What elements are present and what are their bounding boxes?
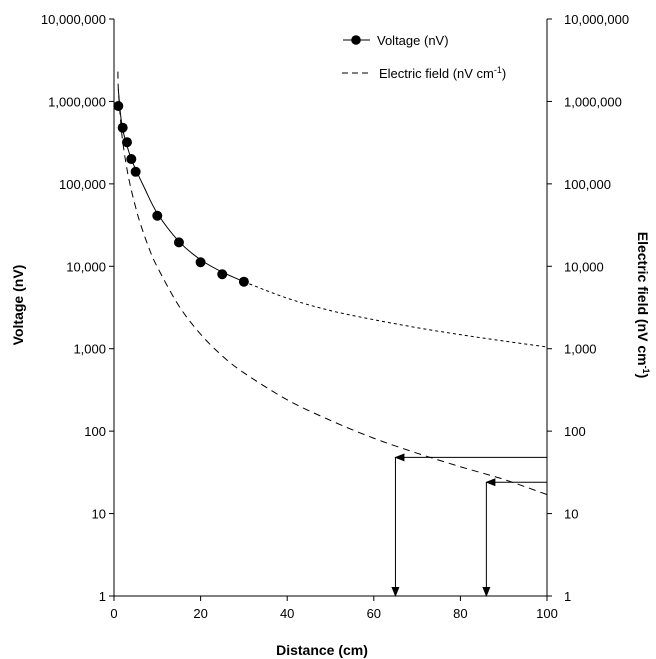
- series: [113, 71, 548, 496]
- x-axis-title: Distance (cm): [276, 642, 368, 658]
- axes: [113, 19, 548, 597]
- annotations: [391, 453, 547, 597]
- y-tick-label-left: 10,000: [66, 259, 106, 274]
- y-tick-label-left: 10: [92, 507, 106, 522]
- y-tick-label-right: 100,000: [564, 177, 611, 192]
- voltage-data-point: [152, 210, 163, 221]
- y-tick-label-left: 100,000: [59, 177, 106, 192]
- y-tick-label-right: 10,000: [564, 259, 604, 274]
- x-tick-label: 80: [453, 606, 467, 621]
- y-tick-label-right: 1: [564, 589, 571, 604]
- y-tick-label-left: 1: [99, 589, 106, 604]
- x-tick-label: 20: [193, 606, 207, 621]
- y-axis-title-left: Voltage (nV): [10, 265, 26, 346]
- y-tick-label-right: 100: [564, 424, 586, 439]
- voltage-data-point: [113, 101, 124, 112]
- y-tick-label-left: 1,000: [73, 342, 106, 357]
- y-tick-label-right: 10,000,000: [564, 12, 629, 27]
- voltage-data-point: [121, 137, 132, 148]
- legend-field-label: Electric field (nV cm-1): [379, 65, 506, 81]
- x-tick-label: 60: [367, 606, 381, 621]
- voltage-extrapolation-line: [243, 281, 548, 348]
- electric-field-line: [117, 71, 548, 496]
- y-tick-label-left: 10,000,000: [41, 12, 106, 27]
- voltage-fit-line: [117, 89, 245, 283]
- y-axis-title-right: Electric field (nV cm-1): [635, 232, 651, 379]
- y-tick-label-right: 1,000,000: [564, 94, 622, 109]
- x-tick-label: 0: [110, 606, 117, 621]
- voltage-data-point: [195, 257, 206, 268]
- legend-item-electric-field: Electric field (nV cm-1): [342, 65, 506, 81]
- x-tick-label: 100: [536, 606, 558, 621]
- y-tick-label-right: 1,000: [564, 342, 597, 357]
- y-tick-label-left: 100: [84, 424, 106, 439]
- voltage-data-point: [217, 269, 228, 280]
- legend-item-voltage: Voltage (nV): [343, 33, 449, 48]
- x-tick-label: 40: [280, 606, 294, 621]
- legend: Voltage (nV) Electric field (nV cm-1): [342, 33, 506, 81]
- voltage-data-point: [173, 237, 184, 248]
- legend-voltage-marker: [351, 35, 361, 45]
- legend-voltage-label: Voltage (nV): [377, 33, 449, 48]
- y-tick-label-left: 1,000,000: [48, 94, 106, 109]
- ticks: 0 20 40 60 80 100 1 1 10 10 100 100 1,000 1,000 10,000…: [41, 12, 629, 621]
- y-tick-label-right: 10: [564, 507, 578, 522]
